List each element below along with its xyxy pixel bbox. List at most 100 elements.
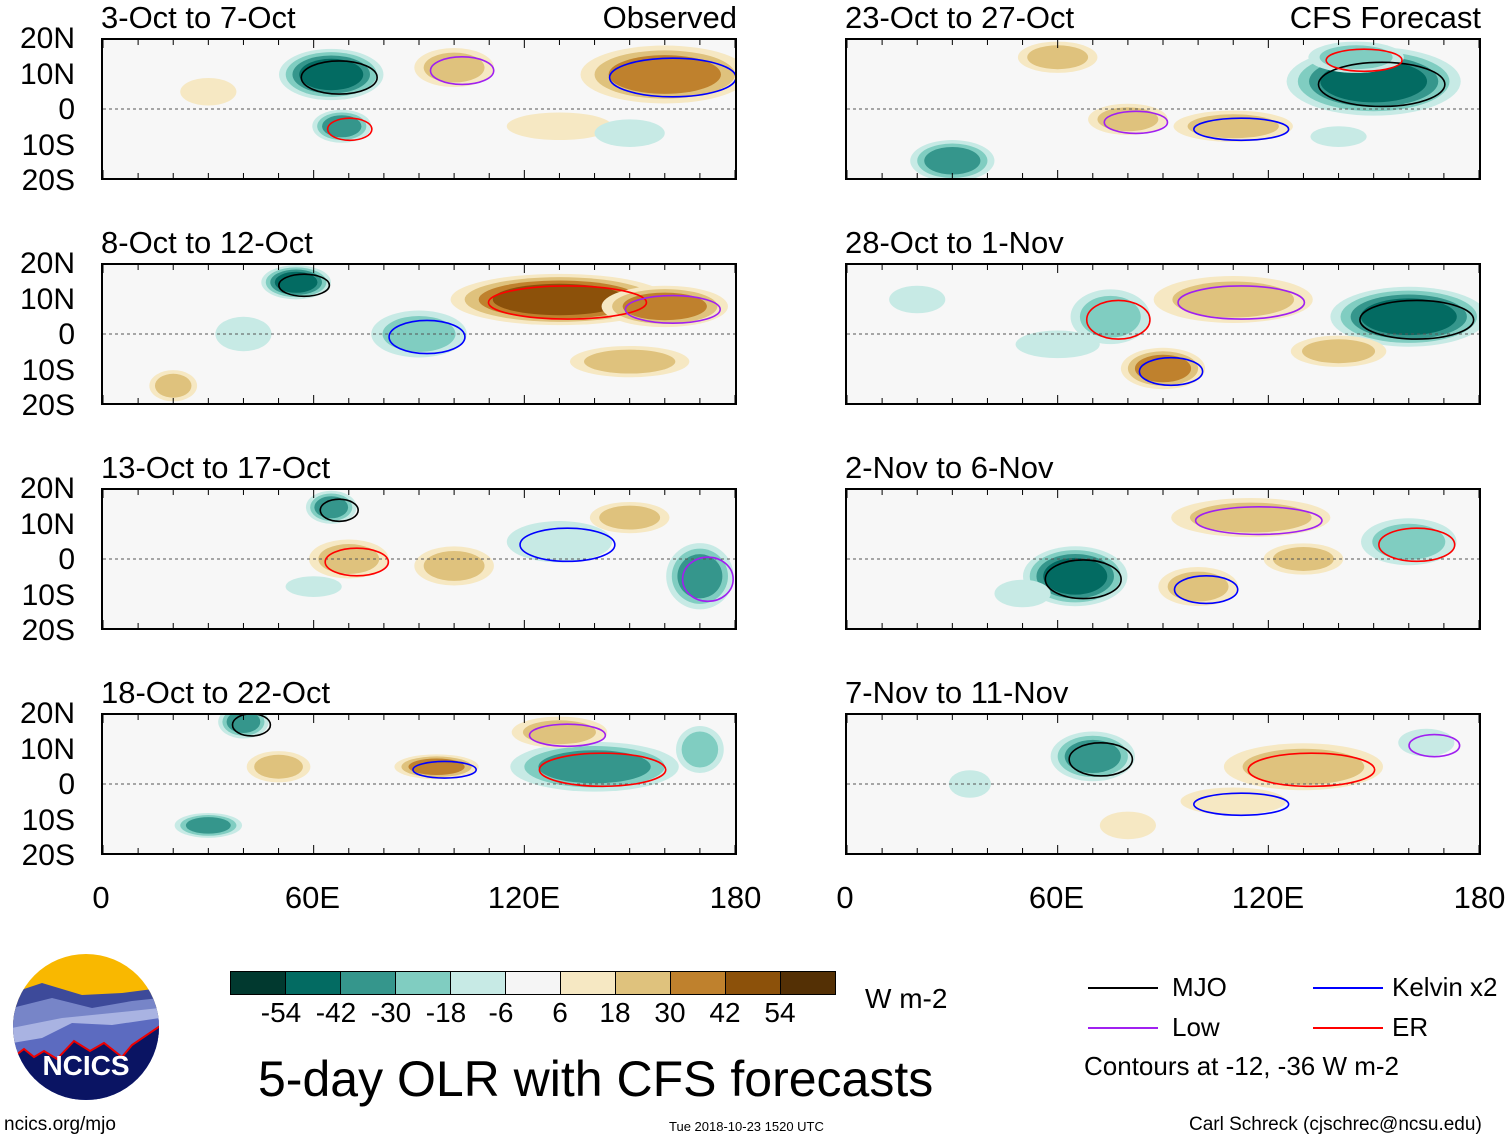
olr-anomaly-region [538, 750, 651, 784]
olr-anomaly-region [681, 731, 719, 768]
wave-contour [1325, 48, 1403, 73]
panel-title: 23-Oct to 27-Oct [845, 0, 1075, 35]
map-panel [845, 713, 1481, 855]
wave-contour [519, 527, 616, 563]
colorbar-swatch [671, 972, 726, 994]
wave-contour [1138, 356, 1204, 387]
wave-contour [487, 285, 648, 320]
colorbar-label: 18 [599, 997, 631, 1028]
footer-url[interactable]: ncics.org/mjo [4, 1114, 116, 1135]
wave-contour [1173, 574, 1239, 605]
wave-contour [1194, 505, 1323, 536]
map-panel [101, 713, 737, 855]
author-credit: Carl Schreck (cjschrec@ncsu.edu) [1189, 1114, 1482, 1135]
lat-tick-label: 20S [21, 839, 75, 872]
lat-tick-label: 0 [58, 93, 75, 126]
colorbar-label: -6 [488, 997, 514, 1028]
colorbar-units: W m-2 [865, 983, 948, 1014]
olr-anomaly-region [522, 720, 596, 745]
logo-text: NCICS [42, 1050, 129, 1081]
colorbar-swatch [616, 972, 671, 994]
colorbar-swatch [396, 972, 451, 994]
olr-anomaly-region [185, 817, 231, 834]
panel-title: 18-Oct to 22-Oct [101, 675, 331, 710]
colorbar-label: 30 [654, 997, 686, 1028]
map-panel [845, 263, 1481, 405]
lat-tick-label: 0 [58, 318, 75, 351]
panel-title: 13-Oct to 17-Oct [101, 450, 331, 485]
lat-tick-label: 20S [21, 614, 75, 647]
panel-label: Observed [602, 0, 737, 35]
olr-anomaly-region [254, 754, 303, 779]
lon-tick-label: 0 [92, 880, 110, 915]
wave-contour [326, 117, 373, 142]
wave-contour [1193, 117, 1290, 142]
wave-contour [412, 760, 477, 779]
wave-contour [231, 715, 272, 737]
legend-label: Low [1172, 1012, 1220, 1042]
wave-contour [1359, 299, 1475, 340]
panel-title: 8-Oct to 12-Oct [101, 225, 313, 260]
wave-contour [538, 752, 667, 788]
olr-anomaly-region [1043, 557, 1108, 595]
lat-tick-label: 20S [21, 389, 75, 422]
lon-tick-label: 180 [1453, 880, 1506, 915]
legend-label: MJO [1172, 972, 1227, 1002]
colorbar-swatch [231, 972, 286, 994]
wave-contour [1408, 733, 1461, 758]
olr-anomaly-region [599, 505, 661, 530]
lat-tick-label: 10S [21, 803, 75, 837]
contour-note: Contours at -12, -36 W m-2 [1084, 1051, 1399, 1081]
olr-anomaly-region [1015, 330, 1100, 359]
olr-anomaly-region [1167, 571, 1229, 602]
lon-tick-label: 180 [709, 880, 762, 915]
wave-contour [681, 556, 734, 603]
colorbar-label: -18 [425, 997, 467, 1028]
olr-anomaly-region [423, 52, 485, 83]
wave-contour [429, 55, 495, 86]
olr-anomaly-region [889, 285, 946, 314]
lon-tick-label: 120E [1231, 880, 1305, 915]
wave-contour [528, 723, 607, 748]
wave-contour [608, 57, 735, 98]
lat-tick-label: 20N [19, 697, 75, 730]
wave-contour [1247, 752, 1376, 788]
map-panel [845, 38, 1481, 180]
lat-tick-label: 20N [19, 472, 75, 505]
map-panel [101, 263, 737, 405]
legend-label: ER [1392, 1012, 1429, 1042]
wave-contour [278, 273, 331, 298]
olr-anomaly-region [677, 554, 723, 599]
olr-anomaly-region [1097, 107, 1159, 132]
lat-tick-label: 0 [58, 768, 75, 801]
colorbar-label: 42 [709, 997, 741, 1028]
colorbar-label: -54 [260, 997, 302, 1028]
olr-anomaly-region [924, 146, 981, 175]
olr-anomaly-region [318, 544, 380, 574]
colorbar-label: 6 [552, 997, 568, 1028]
wave-contour [300, 60, 378, 95]
olr-anomaly-region [622, 292, 707, 321]
olr-anomaly-region [492, 283, 627, 316]
map-panel [101, 38, 737, 180]
legend-line [1088, 1027, 1158, 1029]
olr-anomaly-region [285, 576, 342, 597]
colorbar-swatch [726, 972, 781, 994]
lat-tick-label: 10N [19, 282, 75, 316]
legend-line [1313, 1027, 1383, 1029]
wave-contour [1103, 110, 1169, 135]
map-panel [845, 488, 1481, 630]
colorbar [230, 971, 836, 995]
wave-contour [324, 547, 390, 577]
olr-anomaly-region [1360, 298, 1457, 336]
wave-contour [1068, 742, 1134, 777]
olr-anomaly-region [1027, 45, 1089, 70]
colorbar-label: -42 [315, 997, 357, 1028]
olr-anomaly-region [314, 496, 349, 519]
olr-anomaly-region [1172, 281, 1295, 318]
legend-line [1313, 987, 1383, 989]
wave-contour [1085, 299, 1151, 340]
lon-tick-label: 0 [836, 880, 854, 915]
wave-contour [1044, 559, 1122, 600]
